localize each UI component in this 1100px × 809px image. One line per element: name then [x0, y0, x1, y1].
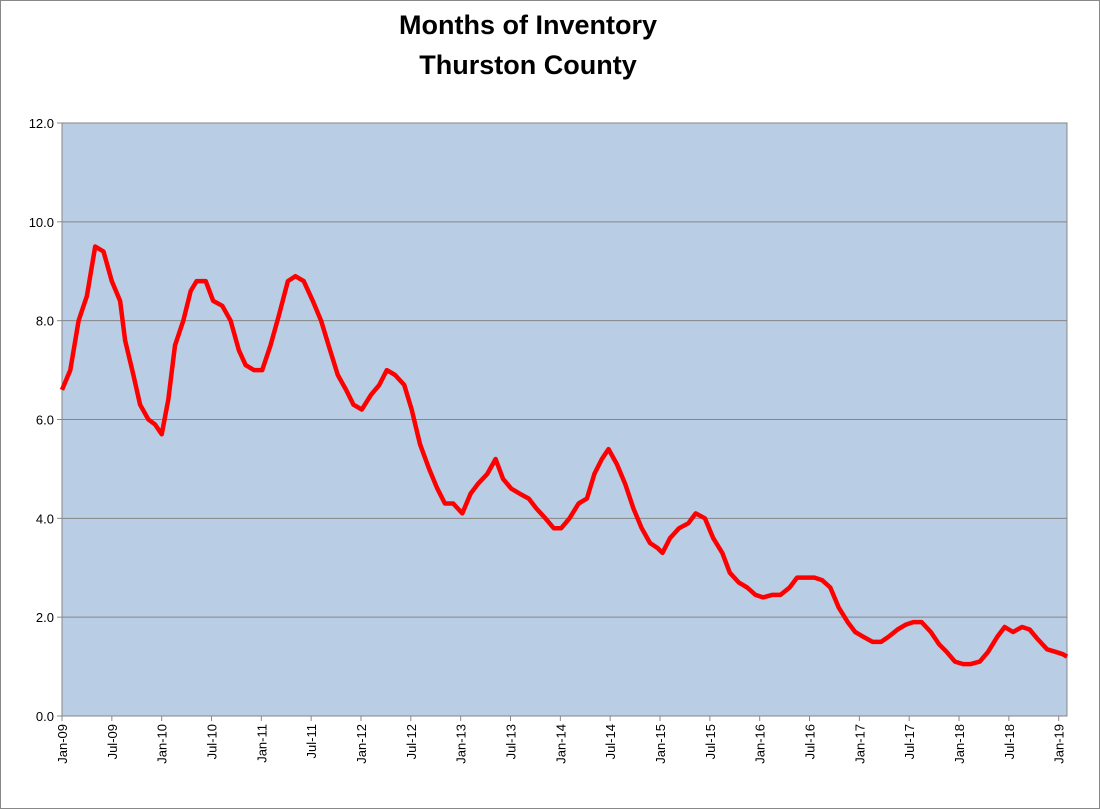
x-tick-label: Jul-13 [504, 724, 519, 759]
y-tick-label: 0.0 [36, 709, 54, 724]
y-tick-label: 6.0 [36, 413, 54, 428]
x-tick-label: Jul-15 [703, 724, 718, 759]
x-tick-label: Jan-11 [254, 724, 269, 763]
x-tick-label: Jan-17 [852, 724, 867, 764]
x-tick-label: Jan-19 [1052, 724, 1067, 764]
x-tick-label: Jan-09 [55, 724, 70, 764]
y-tick-label: 10.0 [29, 215, 54, 230]
data-line [59, 244, 1069, 667]
x-tick-label: Jul-11 [304, 724, 319, 758]
x-tick-label: Jan-10 [155, 724, 170, 764]
chart-title: Months of Inventory [399, 10, 657, 40]
x-tick-label: Jul-09 [105, 724, 120, 759]
x-tick-label: Jul-10 [205, 724, 220, 759]
x-tick-label: Jan-13 [454, 724, 469, 764]
x-tick-label: Jul-12 [404, 724, 419, 759]
y-tick-label: 2.0 [36, 610, 54, 625]
x-tick-label: Jan-15 [653, 724, 668, 764]
x-tick-label: Jan-18 [952, 724, 967, 764]
y-tick-label: 8.0 [36, 314, 54, 329]
x-tick-label: Jul-17 [902, 724, 917, 759]
x-tick-label: Jan-14 [553, 724, 568, 764]
x-tick-label: Jan-16 [753, 724, 768, 764]
x-tick-label: Jul-16 [803, 724, 818, 759]
chart-subtitle: Thurston County [419, 50, 636, 80]
y-tick-label: 12.0 [29, 116, 54, 131]
x-tick-label: Jul-18 [1002, 724, 1017, 759]
y-tick-label: 4.0 [36, 511, 54, 526]
x-tick-label: Jan-12 [354, 724, 369, 764]
x-tick-label: Jul-14 [603, 724, 618, 759]
